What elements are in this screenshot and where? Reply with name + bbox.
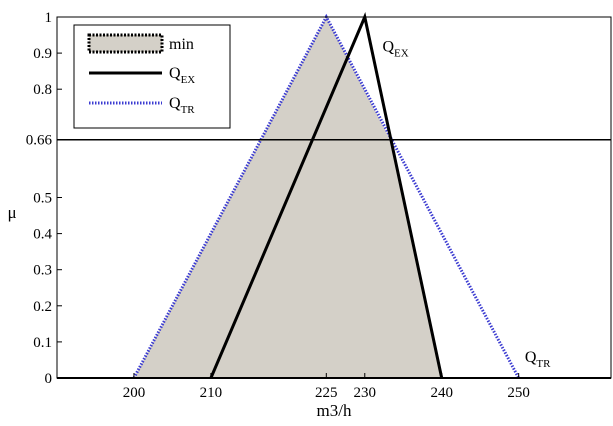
legend-label-qex: QEX <box>169 65 195 86</box>
y-tick-label: 0.66 <box>26 133 53 149</box>
x-tick-label: 210 <box>200 385 223 401</box>
legend-label-qtr-main: Q <box>169 95 181 112</box>
y-tick-label: 0.5 <box>33 191 52 207</box>
plot-layer <box>57 12 611 379</box>
annotation-label: QEX <box>382 38 408 59</box>
y-axis-label: μ <box>7 203 16 222</box>
legend-label-qex-main: Q <box>169 65 181 82</box>
legend-label-min: min <box>169 36 194 53</box>
y-tick-label: 0.2 <box>33 299 52 315</box>
annotation-label: QTR <box>525 349 551 370</box>
x-axis-label: m3/h <box>317 401 352 420</box>
x-tick-label: 200 <box>123 385 146 401</box>
x-tick-label: 225 <box>315 385 338 401</box>
x-tick-label: 250 <box>507 385 530 401</box>
y-tick-label: 0.9 <box>33 46 52 62</box>
legend-swatch-min <box>87 33 164 54</box>
y-tick-label: 0.4 <box>33 227 52 243</box>
annotation-label-sub: EX <box>394 47 409 59</box>
y-tick-label: 0 <box>45 371 53 387</box>
legend-label-qtr-sub: TR <box>181 104 196 116</box>
legend: min QEX QTR <box>73 24 231 129</box>
annotation-label-main: Q <box>525 349 537 366</box>
legend-label-qex-sub: EX <box>181 74 196 86</box>
y-tick-label: 0.8 <box>33 82 52 98</box>
y-tick-label: 1 <box>45 10 53 26</box>
x-tick-label: 240 <box>430 385 453 401</box>
x-tick-label: 230 <box>354 385 377 401</box>
y-tick-label: 0.3 <box>33 263 52 279</box>
annotation-label-main: Q <box>382 38 394 55</box>
annotation-label-sub: TR <box>536 358 551 370</box>
legend-label-qtr: QTR <box>169 95 195 116</box>
ticks-layer: 0 0.1 0.2 0.3 0.4 0.5 0.66 0.8 0.9 1 200 210 225 230 2… <box>26 10 530 401</box>
y-tick-label: 0.1 <box>33 335 52 351</box>
